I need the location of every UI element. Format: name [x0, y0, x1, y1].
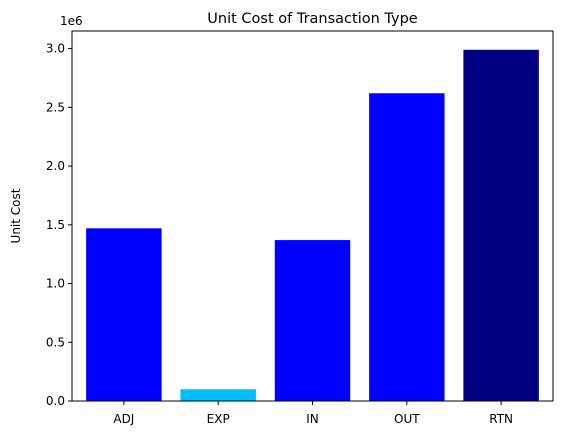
y-tick-label: 3.0 [46, 42, 65, 56]
y-axis-label: Unit Cost [9, 188, 23, 243]
x-tick-label: OUT [394, 412, 420, 426]
bar-exp [180, 389, 255, 401]
bar-adj [86, 228, 161, 401]
y-offset-label: 1e6 [60, 14, 83, 28]
bars-group [86, 50, 539, 401]
y-tick-label: 2.5 [46, 100, 65, 114]
x-tick-label: RTN [489, 412, 513, 426]
y-tick-label: 0.5 [46, 335, 65, 349]
x-tick-label: IN [306, 412, 319, 426]
bar-rtn [463, 50, 538, 401]
bar-out [369, 93, 444, 401]
y-tick-label: 1.5 [46, 218, 65, 232]
x-axis-ticks: ADJ EXP IN OUT RTN [113, 401, 513, 426]
y-tick-label: 1.0 [46, 277, 65, 291]
x-tick-label: ADJ [113, 412, 134, 426]
x-tick-label: EXP [207, 412, 230, 426]
chart-title: Unit Cost of Transaction Type [207, 11, 417, 27]
y-axis-ticks: 0.0 0.5 1.0 1.5 2.0 2.5 3.0 [46, 42, 72, 408]
bar-in [275, 240, 350, 401]
y-tick-label: 0.0 [46, 394, 65, 408]
y-tick-label: 2.0 [46, 159, 65, 173]
